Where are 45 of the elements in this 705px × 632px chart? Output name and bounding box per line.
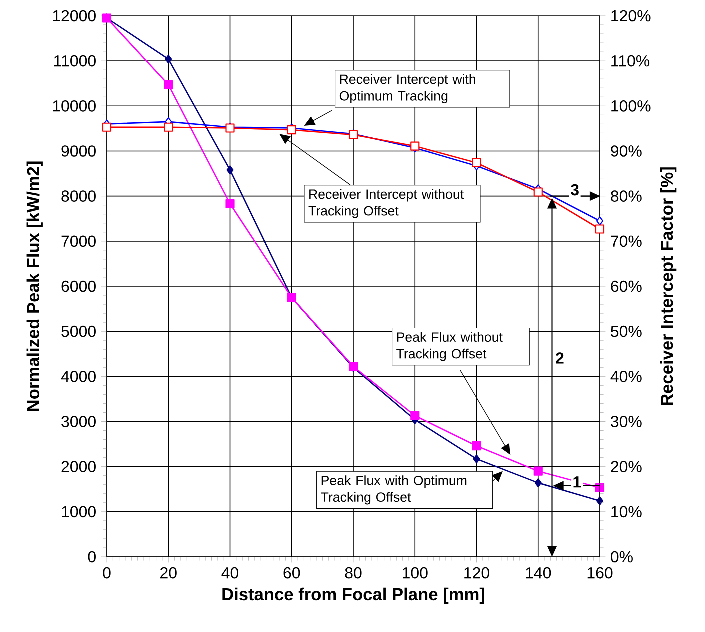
y-tick-label: 7000 [62, 236, 96, 248]
x-tick-label: 60 [284, 567, 300, 579]
y2-tick-label: 50% [611, 326, 642, 338]
y2-tick-label: 90% [611, 146, 642, 157]
y-tick-label: 3000 [62, 416, 96, 428]
x-tick-label: 100 [402, 567, 428, 579]
y-axis-title: Normalized Peak Flux [kW/m2] [26, 162, 43, 412]
x-tick-label: 20 [160, 567, 177, 579]
y-tick-label: 1000 [62, 506, 96, 518]
y-tick-label: 2000 [62, 461, 96, 472]
text: Receiver Intercept with Optimum Tracking [340, 74, 476, 104]
y-tick-label: 8000 [62, 190, 96, 202]
y-tick-label: 9000 [62, 146, 96, 157]
y-tick-label: 5000 [62, 326, 96, 338]
x-tick-label: 140 [526, 567, 552, 579]
y2-axis-title: Receiver Intercept Factor [%] [660, 168, 677, 406]
y2-tick-label: 30% [611, 416, 642, 428]
y-tick-label: 10000 [53, 100, 96, 112]
annotation: 3 [570, 184, 579, 196]
y-tick-label: 4000 [61, 371, 96, 382]
series-label: Receiver Intercept without Tracking Offset [308, 189, 464, 218]
y2-tick-label: 60% [611, 280, 642, 292]
annotation: 2 [556, 352, 564, 364]
text: Peak Flux without Tracking Offset [396, 332, 503, 362]
x-tick-label: 0 [103, 567, 111, 579]
y2-tick-label: 20% [611, 461, 642, 472]
y2-tick-label: 80% [611, 190, 642, 202]
x-tick-label: 160 [588, 567, 613, 579]
y2-tick-label: 110% [612, 55, 650, 67]
y-tick-label: 12000 [53, 10, 96, 22]
series-label: Peak Flux with Optimum Tracking Offset [321, 476, 467, 505]
y-tick-label: 11000 [54, 55, 96, 67]
y2-tick-label: 0% [611, 551, 633, 563]
y-tick-label: 6000 [62, 280, 96, 292]
y2-tick-label: 70% [611, 236, 642, 248]
y-tick-label: 0 [88, 551, 96, 563]
annotation: 1 [574, 476, 582, 488]
y2-tick-label: 10% [612, 506, 642, 518]
x-tick-label: 80 [345, 567, 362, 579]
y2-tick-label: 120% [612, 10, 651, 22]
x-tick-label: 120 [464, 567, 490, 579]
y2-tick-label: 100% [612, 100, 651, 112]
x-axis-title: Distance from Focal Plane [mm] [222, 588, 484, 604]
x-tick-label: 40 [222, 567, 239, 579]
y2-tick-label: 40% [610, 371, 642, 382]
